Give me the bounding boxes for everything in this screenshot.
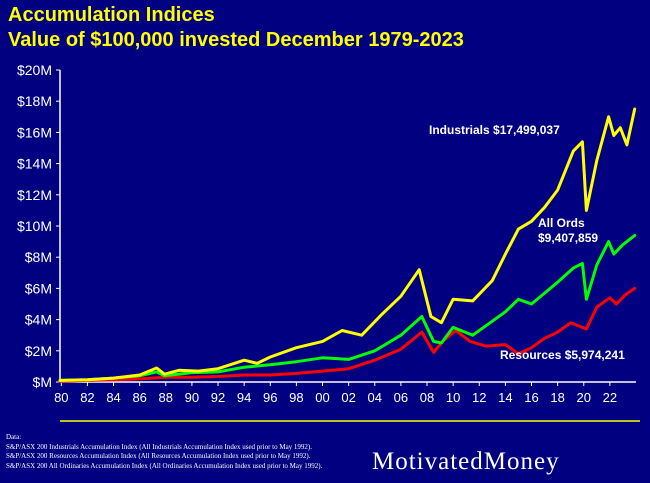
motivated-money-logo: MotivatedMoney [372, 448, 560, 475]
footnote-line-resources: S&P/ASX 200 Resources Accumulation Index… [6, 452, 311, 460]
x-tick-label: 12 [472, 390, 486, 405]
y-tick-label: $18M [17, 93, 52, 109]
chart-title-line-1: Accumulation Indices [8, 4, 215, 26]
x-tick-label: 84 [106, 390, 120, 405]
x-tick-label: 22 [603, 390, 617, 405]
footnote-line-industrials: S&P/ASX 200 Industrials Accumulation Ind… [6, 442, 313, 451]
y-tick-label: $M [33, 374, 52, 390]
x-tick-label: 16 [524, 390, 538, 405]
x-tick-label: 18 [550, 390, 564, 405]
y-tick-label: $2M [25, 343, 52, 359]
y-tick-label: $8M [25, 249, 52, 265]
x-tick-label: 86 [132, 390, 146, 405]
x-tick-label: 14 [498, 390, 512, 405]
x-tick-label: 04 [368, 390, 382, 405]
x-tick-label: 98 [289, 390, 303, 405]
y-tick-label: $12M [17, 187, 52, 203]
all-ords-value-label: $9,407,859 [538, 231, 598, 245]
resources-value-label: Resources $5,974,241 [500, 348, 625, 362]
series-line-resources [58, 286, 637, 383]
x-tick-label: 90 [185, 390, 199, 405]
x-tick-label: 80 [54, 390, 68, 405]
x-tick-label: 88 [159, 390, 173, 405]
all-ords-name-label: All Ords [538, 216, 585, 230]
x-tick-label: 96 [263, 390, 277, 405]
x-tick-label: 08 [420, 390, 434, 405]
x-tick-label: 02 [341, 390, 355, 405]
x-tick-label: 20 [577, 390, 591, 405]
x-tick-label: 94 [237, 390, 251, 405]
y-tick-label: $10M [17, 218, 52, 234]
x-tick-label: 92 [211, 390, 225, 405]
series-line-all-ords [58, 233, 637, 382]
x-tick-label: 00 [315, 390, 329, 405]
x-tick-label: 82 [80, 390, 94, 405]
footnote-heading: Data: [6, 433, 22, 441]
chart-title-line-2: Value of $100,000 invested December 1979… [8, 29, 464, 51]
y-tick-label: $16M [17, 124, 52, 140]
x-tick-label: 10 [446, 390, 460, 405]
series-line-industrials [58, 107, 637, 382]
y-tick-label: $4M [25, 312, 52, 328]
industrials-value-label: Industrials $17,499,037 [429, 123, 560, 137]
footnote-line-all-ords: S&P/ASX 200 All Ordinaries Accumulation … [6, 461, 323, 470]
x-tick-label: 06 [394, 390, 408, 405]
y-tick-label: $14M [17, 156, 52, 172]
data-footnotes: Data: S&P/ASX 200 Industrials Accumulati… [6, 433, 322, 471]
y-tick-label: $20M [17, 62, 52, 78]
y-tick-label: $6M [25, 280, 52, 296]
